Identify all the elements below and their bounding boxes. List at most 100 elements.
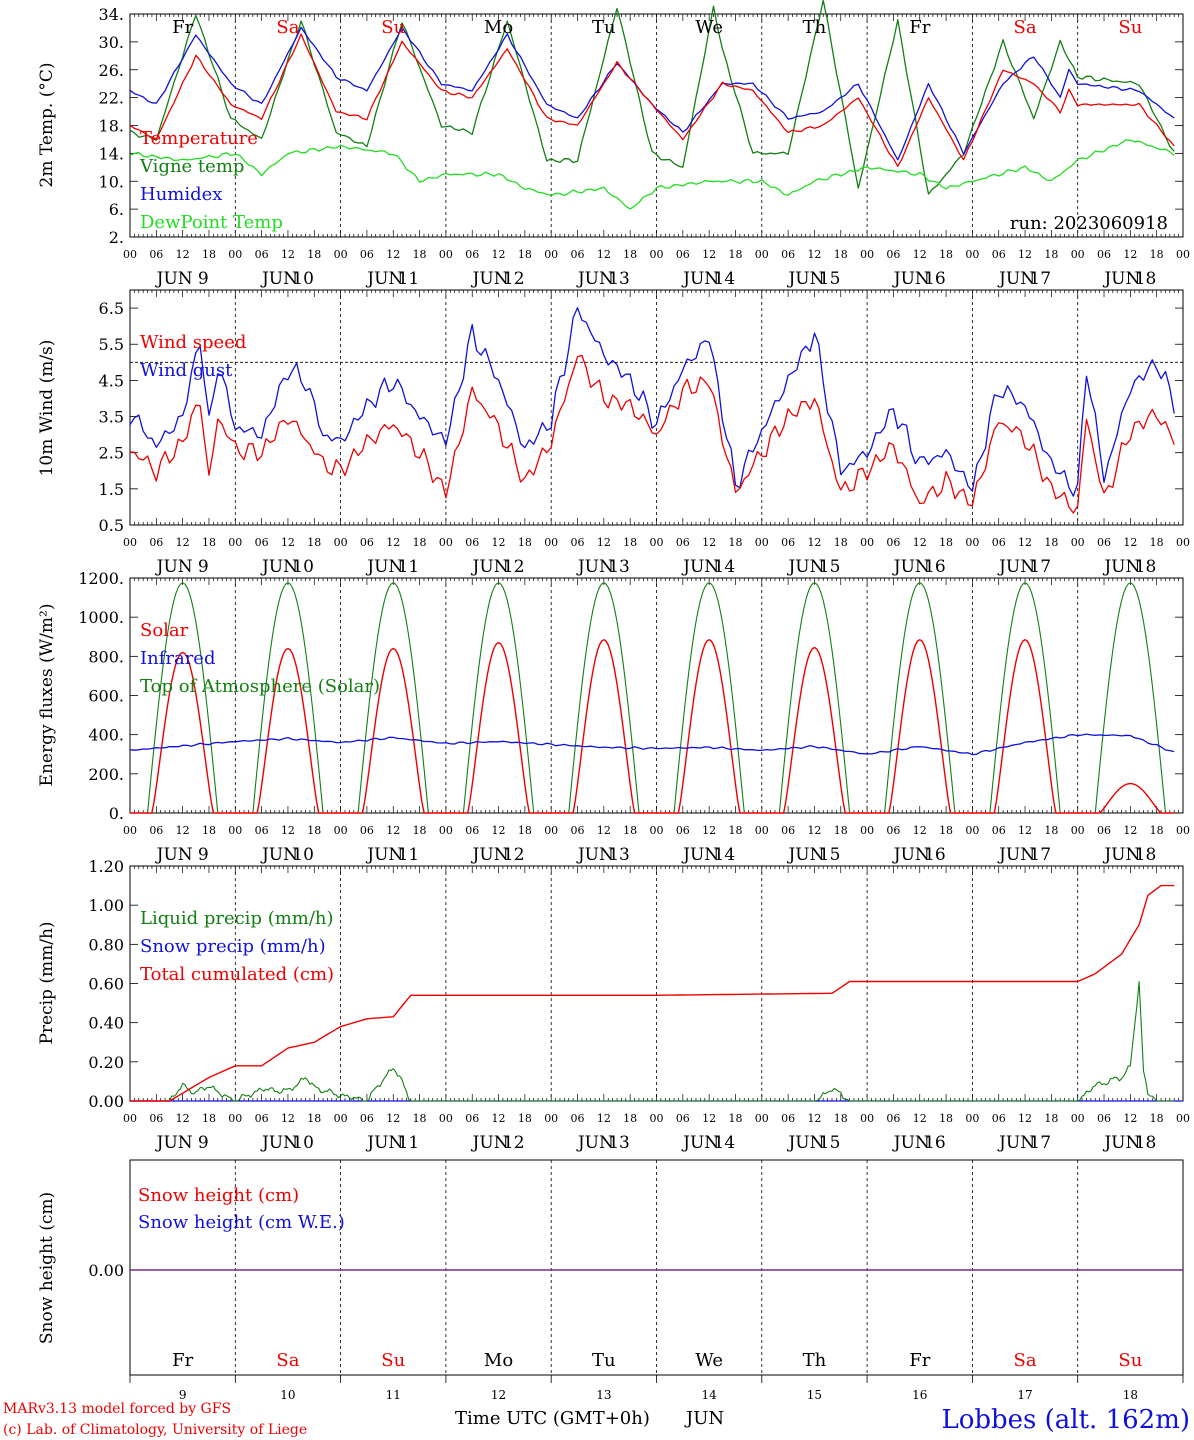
legend-item: Total cumulated (cm)	[140, 964, 334, 985]
hour-tick-label: 00	[1071, 536, 1085, 549]
date-day-label: 18	[1135, 1133, 1157, 1153]
hour-tick-label: 12	[807, 824, 821, 837]
weekday-label: Sa	[1014, 1350, 1037, 1371]
y-axis-label: 10m Wind (m/s)	[37, 340, 57, 477]
hour-tick-label: 12	[597, 248, 611, 261]
legend-item: Wind gust	[140, 360, 233, 381]
y-tick-label: 0.00	[88, 1261, 124, 1280]
hour-tick-label: 00	[123, 248, 137, 261]
hour-tick-label: 06	[676, 1112, 690, 1125]
date-day-label: 11	[398, 845, 420, 865]
hour-tick-label: 00	[439, 248, 453, 261]
weekday-label: Th	[803, 1350, 827, 1371]
hour-tick-label: 12	[492, 1112, 506, 1125]
hour-tick-label: 00	[228, 536, 242, 549]
hour-tick-label: 00	[650, 248, 664, 261]
hour-tick-label: 00	[228, 1112, 242, 1125]
date-day-label: 12	[503, 1133, 525, 1153]
hour-tick-label: 00	[1071, 248, 1085, 261]
legend-item: Snow precip (mm/h)	[140, 936, 326, 957]
credit-line: MARv3.13 model forced by GFS	[3, 1401, 231, 1417]
hour-tick-label: 00	[123, 536, 137, 549]
date-day-label: 16	[924, 557, 946, 577]
date-day-label: 18	[1135, 845, 1157, 865]
date-month-label: JUN	[576, 557, 614, 577]
hour-tick-label: 18	[939, 536, 953, 549]
hour-tick-label: 18	[413, 536, 427, 549]
hour-tick-label: 12	[281, 824, 295, 837]
date-month-label: JUN	[786, 1133, 824, 1153]
date-month-label: JUN	[681, 1133, 719, 1153]
hour-tick-label: 18	[939, 248, 953, 261]
hour-tick-label: 00	[755, 248, 769, 261]
date-day-label: 13	[608, 1133, 630, 1153]
hour-tick-label: 00	[860, 248, 874, 261]
hour-tick-label: 12	[1018, 824, 1032, 837]
weekday-label: We	[695, 1350, 723, 1371]
hour-tick-label: 12	[281, 248, 295, 261]
station-label: Lobbes (alt. 162m)	[941, 1405, 1190, 1435]
hour-tick-label: 18	[623, 536, 637, 549]
series-line	[129, 26, 1175, 161]
date-month-label: JUN	[681, 845, 719, 865]
hour-tick-label: 18	[413, 1112, 427, 1125]
legend-item: Solar	[140, 620, 189, 641]
y-tick-label: 26.	[99, 61, 124, 80]
date-label: 16	[912, 1388, 927, 1402]
y-tick-label: 1.00	[88, 896, 124, 915]
hour-tick-label: 06	[886, 536, 900, 549]
y-tick-label: 400.	[88, 726, 124, 745]
hour-tick-label: 06	[1097, 248, 1111, 261]
date-month-label: JUN	[155, 845, 193, 865]
hour-tick-label: 00	[334, 1112, 348, 1125]
hour-tick-label: 00	[965, 248, 979, 261]
weekday-label: Su	[381, 17, 405, 38]
y-tick-label: 0.40	[88, 1014, 124, 1033]
y-tick-label: 1.20	[88, 857, 124, 876]
date-month-label: JUN	[155, 557, 193, 577]
series-line	[130, 582, 1175, 814]
weekday-label: Su	[1118, 1350, 1142, 1371]
date-month-label: JUN	[365, 845, 403, 865]
hour-tick-label: 00	[439, 536, 453, 549]
hour-tick-label: 00	[755, 536, 769, 549]
hour-tick-label: 18	[728, 1112, 742, 1125]
hour-tick-label: 00	[650, 1112, 664, 1125]
series-line	[129, 733, 1175, 756]
hour-tick-label: 00	[860, 824, 874, 837]
date-month-label: JUN	[576, 1133, 614, 1153]
hour-tick-label: 18	[834, 248, 848, 261]
hour-tick-label: 00	[860, 1112, 874, 1125]
hour-tick-label: 00	[544, 536, 558, 549]
date-month-label: JUN	[260, 845, 298, 865]
plot-frame	[129, 13, 1184, 238]
hour-tick-label: 18	[202, 1112, 216, 1125]
weekday-label: Tu	[592, 1350, 616, 1371]
hour-tick-label: 12	[281, 1112, 295, 1125]
hour-tick-label: 12	[807, 248, 821, 261]
date-month-label: JUN	[365, 1133, 403, 1153]
y-tick-label: 0.20	[88, 1053, 124, 1072]
hour-tick-label: 06	[149, 824, 163, 837]
hour-tick-label: 12	[492, 536, 506, 549]
hour-tick-label: 18	[834, 824, 848, 837]
hour-tick-label: 00	[965, 536, 979, 549]
date-day-label: 10	[292, 557, 314, 577]
weekday-label: Fr	[172, 17, 193, 38]
y-tick-label: 0.00	[88, 1092, 124, 1111]
hour-tick-label: 06	[571, 824, 585, 837]
date-day-label: 17	[1029, 845, 1051, 865]
hour-tick-label: 06	[255, 1112, 269, 1125]
hour-tick-label: 12	[597, 824, 611, 837]
date-month-label: JUN	[892, 845, 930, 865]
hour-tick-label: 00	[1071, 1112, 1085, 1125]
y-tick-label: 6.	[109, 200, 124, 219]
legend-item: Wind speed	[140, 332, 246, 353]
hour-tick-label: 00	[1176, 1112, 1190, 1125]
hour-tick-label: 06	[149, 1112, 163, 1125]
legend-item: Temperature	[140, 128, 258, 149]
legend-item: Snow height (cm)	[138, 1185, 299, 1206]
hour-tick-label: 18	[307, 824, 321, 837]
hour-tick-label: 12	[702, 248, 716, 261]
hour-tick-label: 00	[860, 536, 874, 549]
